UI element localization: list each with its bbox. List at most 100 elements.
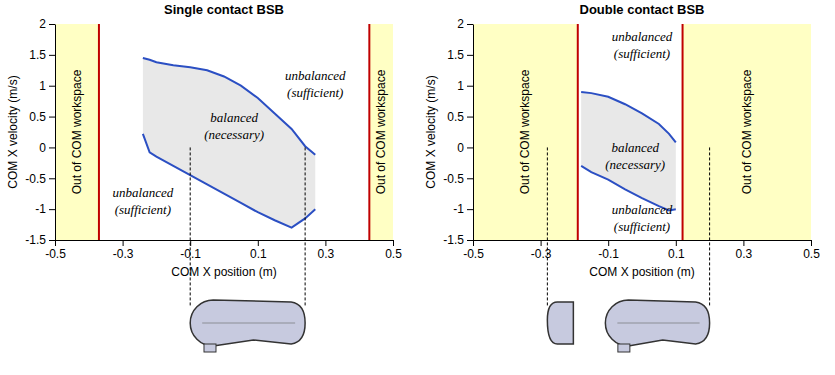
y-tick: 0 (457, 141, 473, 155)
y-tick: 1 (457, 79, 473, 93)
plot-area (473, 24, 811, 240)
x-tick: 0.3 (318, 240, 335, 261)
x-axis-line (474, 240, 812, 241)
workspace-limit-line (682, 24, 684, 240)
y-tick: -1.5 (25, 233, 55, 247)
annotation: (sufficient) (614, 219, 670, 234)
y-tick-label: 1.5 (29, 48, 46, 62)
y-tick: -1 (453, 202, 473, 216)
y-tick-label: 0 (39, 141, 46, 155)
y-tick-label: 1 (457, 79, 464, 93)
x-axis: -0.5 -0.3 -0.1 0.1 0.3 0.5 (463, 240, 820, 261)
x-tick-mark (541, 240, 542, 246)
y-tick: -1 (35, 202, 55, 216)
x-tick: -0.1 (180, 240, 201, 261)
foot-centerline (617, 323, 699, 324)
x-tick-mark (258, 240, 259, 246)
x-tick-mark (393, 240, 394, 246)
y-tick: -0.5 (25, 172, 55, 186)
chart-panel: -0.5-0.3-0.10.10.30.5-1.5-1-0.500.511.52… (6, 2, 402, 352)
x-tick: -0.5 (463, 240, 484, 261)
y-tick-mark (467, 240, 473, 241)
x-tick-mark (55, 240, 56, 246)
annotation: balanced (611, 140, 659, 155)
y-tick-mark (49, 55, 55, 56)
y-axis: -1.5-1-0.500.511.52 (443, 17, 473, 247)
chart-panel: -0.5 -0.3 -0.1 0.1 0.3 0.5-1.5 -1 -0.5 0 0.5 1 1.5 2… (424, 2, 820, 352)
workspace-limit-line (98, 24, 100, 240)
y-tick-mark (467, 55, 473, 56)
x-tick: -0.3 (531, 240, 552, 261)
y-tick-label: 1 (39, 79, 46, 93)
annotation: (sufficient) (287, 85, 343, 100)
x-tick-mark (325, 240, 326, 246)
y-axis-title: COM X velocity (m/s) (424, 75, 438, 188)
chart-title: Double contact BSB (580, 2, 705, 17)
support-edge-line (305, 147, 306, 306)
x-tick-label: -0.1 (180, 247, 201, 261)
annotation: (necessary) (204, 127, 264, 142)
workspace-limit-line (577, 24, 579, 240)
support-edge-line (547, 147, 548, 306)
x-tick-label: 0.5 (385, 247, 402, 261)
y-tick-mark (467, 117, 473, 118)
y-tick: 0 (39, 141, 55, 155)
y-tick-label: -1.5 (25, 233, 46, 247)
x-tick-label: 0.1 (668, 247, 685, 261)
y-tick-label: -0.5 (443, 172, 464, 186)
y-tick-label: 1.5 (447, 48, 464, 62)
annotation: (sufficient) (614, 46, 670, 61)
y-tick: 2 (457, 17, 473, 31)
y-tick-label: -1 (35, 202, 46, 216)
x-tick-label: -0.1 (598, 247, 619, 261)
annotation: balanced (210, 110, 258, 125)
x-tick-mark (473, 240, 474, 246)
x-tick: 0.3 (736, 240, 753, 261)
y-tick-label: -0.5 (25, 172, 46, 186)
x-tick: -0.1 (598, 240, 619, 261)
x-axis-title: COM X position (m) (589, 265, 694, 279)
y-tick-mark (467, 24, 473, 25)
y-axis-line (55, 25, 56, 241)
y-tick-label: 0.5 (29, 110, 46, 124)
out-of-workspace-region (473, 24, 578, 240)
x-tick: 0.1 (250, 240, 267, 261)
x-tick-label: 0.5 (803, 247, 820, 261)
x-tick-label: 0.3 (736, 247, 753, 261)
x-axis-line (56, 240, 394, 241)
y-tick: 0.5 (29, 110, 55, 124)
x-tick-label: 0.3 (318, 247, 335, 261)
foot-icon (190, 300, 305, 352)
y-tick-mark (467, 209, 473, 210)
region-label: Out of COM workspace (740, 69, 754, 194)
out-of-workspace-region (369, 24, 393, 240)
y-tick: 2 (39, 17, 55, 31)
annotation: unbalanced (612, 29, 673, 44)
support-edge-line (709, 147, 710, 306)
y-tick-mark (49, 209, 55, 210)
x-tick: 0.5 (385, 240, 402, 261)
toe-outline (547, 302, 573, 344)
x-tick: 0.1 (668, 240, 685, 261)
y-tick: -1.5 (443, 233, 473, 247)
out-of-workspace-region (55, 24, 99, 240)
y-axis: -1.5 -1 -0.5 0 0.5 1 1.5 2 (25, 17, 55, 247)
y-tick: -0.5 (443, 172, 473, 186)
balanced-area (581, 92, 676, 210)
annotation: unbalanced (285, 68, 346, 83)
foot-icon (547, 300, 709, 352)
x-tick-mark (676, 240, 677, 246)
region-label: Out of COM workspace (518, 69, 532, 194)
y-tick-label: 2 (39, 17, 46, 31)
y-tick-mark (49, 86, 55, 87)
y-tick-label: 0 (457, 141, 464, 155)
foot-centerline (202, 323, 295, 324)
foot-outline (605, 300, 709, 346)
y-tick-mark (49, 178, 55, 179)
chart-title: Single contact BSB (164, 2, 284, 17)
y-tick-mark (467, 178, 473, 179)
x-tick-mark (608, 240, 609, 246)
foot-heel-detail (618, 344, 630, 352)
foot-outline (190, 300, 305, 346)
annotation: (necessary) (605, 157, 665, 172)
